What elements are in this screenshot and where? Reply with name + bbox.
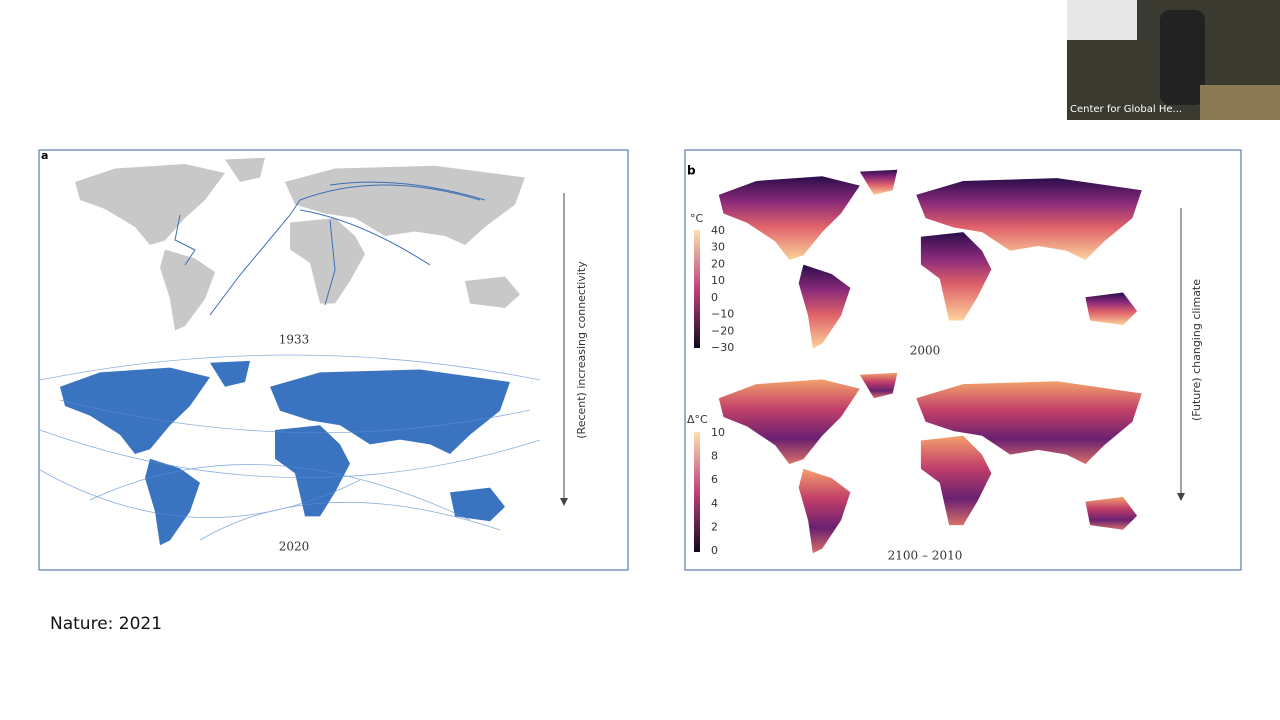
- podium: [1200, 85, 1280, 120]
- scale-label: 2: [711, 520, 718, 533]
- side-label: (Recent) increasing connectivity: [575, 261, 588, 439]
- unit: °C: [690, 212, 704, 225]
- source: Nature: 2021: [50, 614, 162, 634]
- scale-label: 0: [711, 291, 718, 304]
- scale-label: 6: [711, 473, 718, 486]
- scale-label: −10: [711, 308, 734, 321]
- speaker: [1160, 10, 1205, 105]
- scale-label: 40: [711, 224, 725, 237]
- scale-label: −20: [711, 324, 734, 337]
- scale-label: 20: [711, 257, 725, 270]
- scale-label: 0: [711, 544, 718, 557]
- scale-label: −30: [711, 341, 734, 354]
- routes-1933: [174, 181, 486, 316]
- caption: 2020: [279, 540, 310, 554]
- routes-2020: [39, 354, 541, 541]
- panel-label: a: [41, 149, 48, 162]
- caption: 2100 – 2010: [888, 549, 963, 563]
- colorbar: [694, 432, 700, 552]
- screen: [1067, 0, 1137, 40]
- scale-label: 8: [711, 450, 718, 463]
- scale-label: 4: [711, 497, 718, 510]
- unit: Δ°C: [687, 413, 708, 426]
- caption: 1933: [279, 333, 310, 347]
- scale-label: 10: [711, 274, 725, 287]
- webcam-name: Center for Global He...: [1070, 104, 1182, 115]
- panel-label: b: [687, 164, 696, 178]
- arrow-head: [560, 498, 568, 506]
- arrow-head: [1177, 493, 1185, 501]
- colorbar: [694, 230, 700, 348]
- side-label: (Future) changing climate: [1190, 279, 1203, 421]
- scale-label: 10: [711, 426, 725, 439]
- caption: 2000: [910, 344, 941, 358]
- scale-label: 30: [711, 241, 725, 254]
